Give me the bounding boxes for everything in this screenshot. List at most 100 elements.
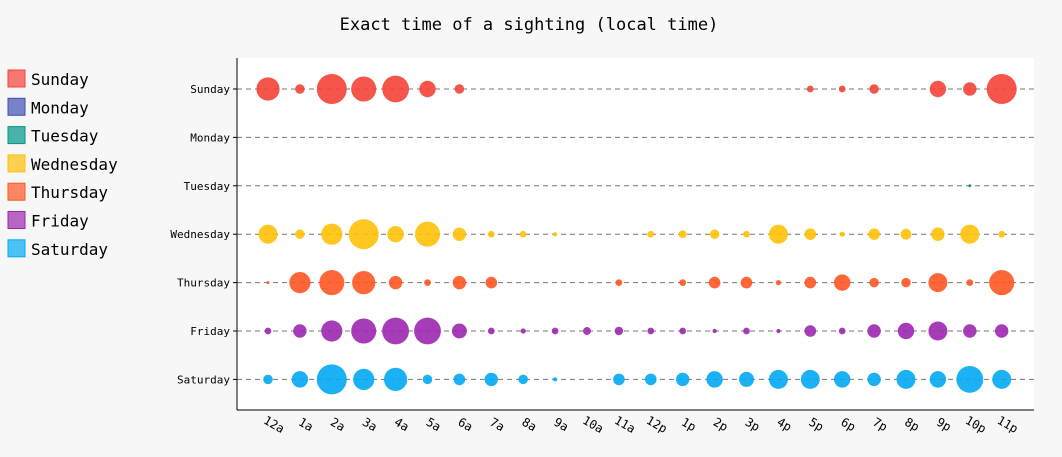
data-point[interactable] (960, 224, 980, 244)
data-point[interactable] (551, 327, 559, 335)
data-point[interactable] (833, 371, 851, 388)
legend-label[interactable]: Saturday (31, 240, 108, 259)
data-point[interactable] (838, 327, 846, 335)
data-point[interactable] (613, 373, 625, 386)
legend-label[interactable]: Thursday (31, 183, 108, 202)
data-point[interactable] (552, 232, 558, 237)
legend-label[interactable]: Wednesday (31, 155, 118, 174)
data-point[interactable] (869, 84, 879, 94)
data-point[interactable] (295, 229, 305, 239)
data-point[interactable] (351, 76, 377, 102)
data-point[interactable] (291, 371, 309, 388)
data-point[interactable] (929, 371, 947, 388)
data-point[interactable] (264, 327, 272, 335)
data-point[interactable] (644, 373, 657, 386)
data-point[interactable] (804, 276, 817, 289)
data-point[interactable] (487, 230, 495, 238)
legend-label[interactable]: Sunday (31, 70, 89, 89)
data-point[interactable] (804, 228, 817, 241)
data-point[interactable] (387, 225, 404, 243)
data-point[interactable] (452, 275, 467, 290)
data-point[interactable] (743, 327, 750, 335)
data-point[interactable] (994, 324, 1009, 338)
data-point[interactable] (868, 228, 880, 241)
data-point[interactable] (383, 367, 408, 392)
legend-swatch[interactable] (7, 211, 26, 229)
data-point[interactable] (453, 373, 466, 386)
data-point[interactable] (414, 221, 441, 247)
legend-label[interactable]: Tuesday (31, 127, 99, 146)
data-point[interactable] (776, 328, 781, 334)
legend-label[interactable]: Monday (31, 98, 89, 117)
data-point[interactable] (709, 229, 720, 239)
data-point[interactable] (422, 374, 433, 385)
data-point[interactable] (929, 80, 947, 98)
data-point[interactable] (963, 324, 977, 338)
data-point[interactable] (419, 80, 436, 98)
data-point[interactable] (647, 327, 655, 335)
data-point[interactable] (321, 223, 343, 245)
data-point[interactable] (775, 280, 782, 286)
data-point[interactable] (998, 230, 1006, 238)
legend-swatch[interactable] (7, 69, 26, 88)
data-point[interactable] (928, 273, 948, 293)
data-point[interactable] (520, 328, 526, 334)
data-point[interactable] (931, 227, 945, 241)
data-point[interactable] (293, 324, 307, 338)
data-point[interactable] (451, 323, 467, 339)
data-point[interactable] (869, 277, 879, 288)
data-point[interactable] (583, 327, 591, 335)
data-point[interactable] (739, 371, 754, 387)
data-point[interactable] (963, 82, 977, 96)
data-point[interactable] (743, 230, 750, 238)
data-point[interactable] (968, 184, 972, 188)
data-point[interactable] (867, 324, 881, 338)
data-point[interactable] (424, 279, 431, 286)
data-point[interactable] (675, 372, 690, 387)
data-point[interactable] (839, 231, 845, 237)
data-point[interactable] (382, 317, 410, 345)
data-point[interactable] (989, 270, 1015, 296)
data-point[interactable] (806, 85, 814, 93)
data-point[interactable] (768, 224, 788, 244)
data-point[interactable] (266, 281, 270, 285)
data-point[interactable] (289, 271, 311, 294)
data-point[interactable] (678, 230, 687, 239)
data-point[interactable] (833, 274, 851, 291)
data-point[interactable] (487, 327, 495, 335)
data-point[interactable] (258, 224, 278, 244)
data-point[interactable] (838, 85, 846, 93)
data-point[interactable] (353, 368, 375, 391)
data-point[interactable] (800, 369, 820, 389)
data-point[interactable] (901, 277, 911, 288)
data-point[interactable] (647, 230, 655, 238)
data-point[interactable] (928, 321, 948, 341)
data-point[interactable] (452, 227, 467, 241)
data-point[interactable] (615, 279, 623, 286)
legend-swatch[interactable] (7, 154, 26, 173)
data-point[interactable] (316, 74, 347, 104)
data-point[interactable] (867, 372, 881, 387)
data-point[interactable] (706, 371, 723, 388)
data-point[interactable] (351, 318, 377, 344)
data-point[interactable] (414, 317, 441, 345)
data-point[interactable] (708, 276, 721, 289)
data-point[interactable] (956, 365, 984, 393)
data-point[interactable] (740, 276, 753, 289)
data-point[interactable] (900, 228, 912, 240)
data-point[interactable] (986, 74, 1017, 104)
data-point[interactable] (518, 374, 528, 385)
legend-swatch[interactable] (7, 182, 26, 201)
data-point[interactable] (484, 372, 499, 387)
legend-swatch[interactable] (7, 126, 26, 145)
data-point[interactable] (897, 322, 915, 340)
data-point[interactable] (348, 219, 379, 250)
data-point[interactable] (519, 230, 527, 238)
legend-label[interactable]: Friday (31, 212, 89, 231)
data-point[interactable] (485, 276, 498, 289)
data-point[interactable] (263, 374, 273, 385)
legend-swatch[interactable] (7, 239, 26, 258)
data-point[interactable] (712, 328, 717, 334)
data-point[interactable] (552, 377, 558, 382)
data-point[interactable] (804, 325, 817, 337)
